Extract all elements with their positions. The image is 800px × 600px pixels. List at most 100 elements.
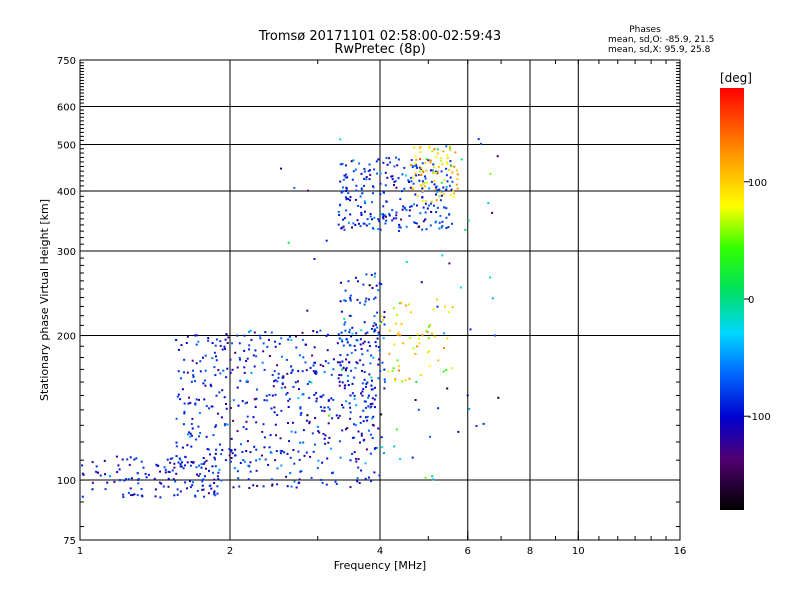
data-point xyxy=(385,219,388,222)
data-point xyxy=(202,382,205,385)
data-point xyxy=(321,481,324,484)
data-point xyxy=(423,181,426,184)
data-point xyxy=(466,394,469,397)
data-point xyxy=(298,458,301,461)
data-point xyxy=(412,182,415,185)
data-point xyxy=(297,397,300,400)
data-point xyxy=(186,444,189,447)
data-point xyxy=(232,486,235,489)
data-point xyxy=(367,405,370,408)
data-point xyxy=(378,474,381,477)
y-tick-label: 500 xyxy=(57,141,76,152)
data-point xyxy=(218,468,221,471)
data-point xyxy=(355,184,358,187)
data-point xyxy=(438,188,441,191)
data-point xyxy=(330,373,333,376)
data-point xyxy=(322,432,325,435)
data-point xyxy=(194,402,197,405)
data-point xyxy=(205,467,207,470)
data-point xyxy=(435,193,437,196)
data-point xyxy=(345,400,348,403)
data-point xyxy=(427,159,430,162)
data-point xyxy=(378,282,381,285)
data-point xyxy=(137,478,140,480)
data-point xyxy=(341,368,343,371)
data-point xyxy=(439,191,442,194)
data-point xyxy=(214,465,217,468)
data-point xyxy=(444,305,446,308)
data-point xyxy=(264,436,266,439)
data-point xyxy=(425,330,428,333)
data-point xyxy=(338,384,341,387)
data-point xyxy=(190,423,193,425)
data-point xyxy=(394,380,397,383)
data-point xyxy=(255,459,258,462)
data-point xyxy=(415,158,418,161)
data-point xyxy=(342,178,345,181)
y-tick-label: 300 xyxy=(57,247,76,258)
data-point xyxy=(408,209,411,212)
data-point xyxy=(361,390,364,393)
data-point xyxy=(396,359,399,362)
data-point xyxy=(315,397,318,400)
data-point xyxy=(341,404,343,406)
data-point xyxy=(420,281,423,284)
data-point xyxy=(356,362,359,365)
data-point xyxy=(301,331,304,334)
data-point xyxy=(197,474,200,477)
data-point xyxy=(345,368,348,371)
data-point xyxy=(191,417,194,420)
data-point xyxy=(396,164,399,167)
data-point xyxy=(345,197,348,200)
data-point xyxy=(258,334,261,337)
data-point xyxy=(95,470,98,473)
data-point xyxy=(339,300,342,303)
data-point xyxy=(279,437,282,440)
data-point xyxy=(312,330,315,332)
data-point xyxy=(205,405,208,408)
data-point xyxy=(410,311,412,314)
data-point xyxy=(416,333,419,336)
data-point xyxy=(368,298,370,301)
data-point xyxy=(414,399,417,401)
data-point xyxy=(332,368,335,371)
data-point xyxy=(209,453,211,456)
data-point xyxy=(245,360,248,362)
data-point xyxy=(372,356,375,359)
data-point xyxy=(448,145,451,148)
data-point xyxy=(179,463,182,466)
data-point xyxy=(440,194,443,197)
data-point xyxy=(224,347,226,350)
data-point xyxy=(448,168,451,171)
data-point xyxy=(311,354,314,357)
data-point xyxy=(180,344,183,347)
data-point xyxy=(415,174,418,177)
data-point xyxy=(266,345,269,348)
data-point xyxy=(371,227,374,229)
data-point xyxy=(295,346,298,349)
data-point xyxy=(376,172,379,175)
data-point xyxy=(252,416,255,419)
data-point xyxy=(433,148,436,151)
data-point xyxy=(249,329,252,332)
data-point xyxy=(186,461,189,464)
data-point xyxy=(443,179,446,182)
data-point xyxy=(368,222,371,225)
data-point xyxy=(224,423,227,426)
data-point xyxy=(438,221,441,224)
data-point xyxy=(405,225,408,228)
data-point xyxy=(223,396,226,399)
data-point xyxy=(246,401,248,404)
data-point xyxy=(353,376,356,379)
data-point xyxy=(414,222,417,224)
data-point xyxy=(274,379,277,382)
data-point xyxy=(158,481,161,484)
data-point xyxy=(377,427,380,430)
data-point xyxy=(371,388,374,391)
data-point xyxy=(279,449,282,452)
data-point xyxy=(270,331,273,334)
data-point xyxy=(429,324,432,327)
data-point xyxy=(436,190,439,193)
data-point xyxy=(327,399,330,402)
data-point xyxy=(298,354,301,357)
